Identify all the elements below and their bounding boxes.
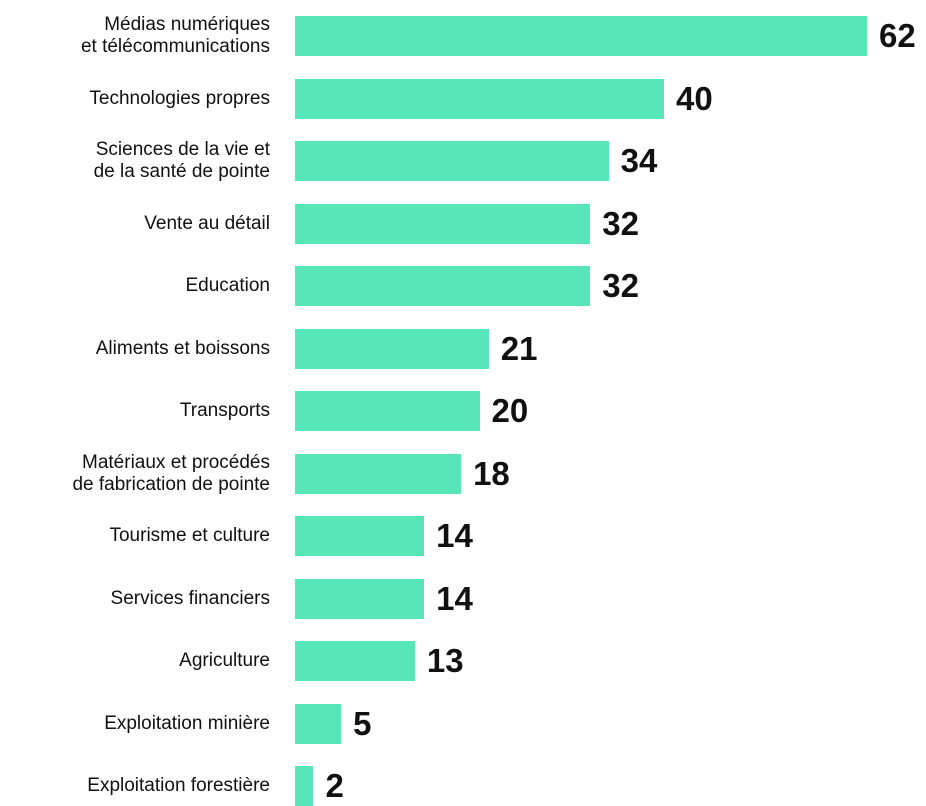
bar	[295, 578, 425, 619]
value-label: 32	[602, 204, 639, 242]
category-label: Exploitation forestière	[87, 775, 270, 796]
value-label: 14	[436, 517, 473, 554]
bar	[295, 141, 609, 181]
value-label: 21	[500, 329, 538, 367]
value-label: 18	[473, 454, 510, 492]
bar	[295, 641, 415, 681]
category-label: Tourisme et culture	[109, 525, 270, 546]
bar	[295, 453, 462, 494]
category-label: Agriculture	[179, 650, 270, 671]
bar	[295, 703, 342, 744]
category-label: Aliments et boissons	[95, 337, 270, 359]
value-label: 13	[426, 642, 464, 679]
category-label: Transports	[179, 400, 270, 421]
value-label: 62	[879, 17, 916, 54]
value-label: 40	[676, 79, 713, 117]
value-label: 34	[620, 142, 658, 179]
value-label: 5	[353, 704, 372, 742]
category-label: Vente au détail	[144, 212, 270, 234]
category-label: Services financiers	[110, 587, 270, 609]
category-label: Technologies propres	[89, 87, 270, 109]
bar	[295, 391, 480, 431]
bar	[295, 16, 867, 56]
bar	[295, 203, 591, 244]
bar	[295, 766, 314, 806]
category-label: Sciences de la vie et de la santé de poi…	[93, 139, 270, 182]
value-label: 14	[436, 579, 473, 617]
value-label: 2	[325, 767, 344, 804]
bar	[295, 78, 665, 119]
category-label: Exploitation minière	[104, 712, 270, 734]
bar	[295, 266, 591, 306]
bar	[295, 516, 425, 556]
category-label: Education	[185, 275, 270, 296]
value-label: 32	[602, 267, 639, 304]
category-label: Matériaux et procédés de fabrication de …	[72, 451, 270, 495]
category-label: Médias numériques et télécommunications	[80, 14, 270, 57]
value-label: 20	[491, 392, 529, 429]
bar	[295, 328, 489, 369]
